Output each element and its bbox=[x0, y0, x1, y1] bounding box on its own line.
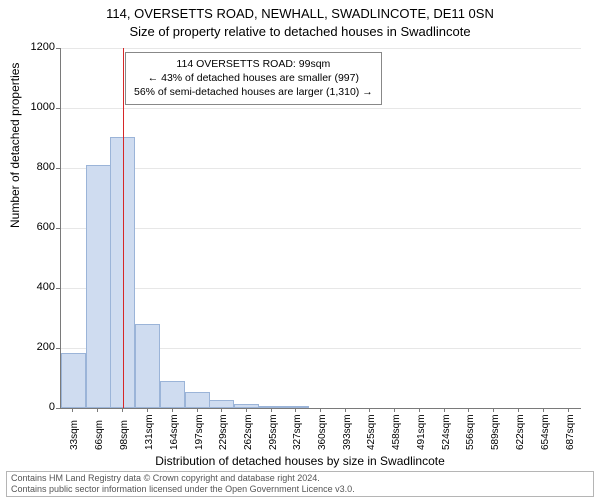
x-tick-mark bbox=[246, 408, 247, 412]
annotation-callout: 114 OVERSETTS ROAD: 99sqm ← 43% of detac… bbox=[125, 52, 382, 105]
x-tick-label: 295sqm bbox=[268, 414, 279, 450]
y-tick-mark bbox=[56, 108, 60, 109]
x-tick-label: 327sqm bbox=[292, 414, 303, 450]
x-tick-mark bbox=[345, 408, 346, 412]
x-tick-mark bbox=[221, 408, 222, 412]
x-tick-label: 622sqm bbox=[515, 414, 526, 450]
x-tick-mark bbox=[419, 408, 420, 412]
y-tick-mark bbox=[56, 48, 60, 49]
y-tick-mark bbox=[56, 228, 60, 229]
y-axis-label: Number of detached properties bbox=[8, 63, 22, 228]
x-tick-label: 360sqm bbox=[317, 414, 328, 450]
x-tick-mark bbox=[172, 408, 173, 412]
gridline bbox=[61, 108, 581, 109]
x-tick-mark bbox=[320, 408, 321, 412]
x-tick-label: 556sqm bbox=[465, 414, 476, 450]
y-tick-label: 0 bbox=[15, 401, 55, 413]
x-tick-mark bbox=[97, 408, 98, 412]
x-tick-mark bbox=[518, 408, 519, 412]
annotation-line-3: 56% of semi-detached houses are larger (… bbox=[134, 85, 373, 99]
x-tick-mark bbox=[295, 408, 296, 412]
y-tick-mark bbox=[56, 288, 60, 289]
y-tick-label: 1200 bbox=[15, 41, 55, 53]
histogram-bar bbox=[61, 353, 86, 409]
x-tick-mark bbox=[394, 408, 395, 412]
x-tick-mark bbox=[444, 408, 445, 412]
histogram-bar bbox=[284, 406, 309, 408]
histogram-bar bbox=[160, 381, 185, 408]
x-tick-label: 589sqm bbox=[490, 414, 501, 450]
histogram-bar bbox=[185, 392, 210, 409]
x-tick-label: 197sqm bbox=[194, 414, 205, 450]
x-tick-mark bbox=[72, 408, 73, 412]
x-tick-mark bbox=[197, 408, 198, 412]
x-tick-label: 262sqm bbox=[243, 414, 254, 450]
x-axis-label: Distribution of detached houses by size … bbox=[0, 454, 600, 468]
x-tick-label: 393sqm bbox=[342, 414, 353, 450]
y-tick-label: 200 bbox=[15, 341, 55, 353]
x-tick-label: 33sqm bbox=[69, 420, 80, 450]
x-tick-mark bbox=[369, 408, 370, 412]
x-tick-label: 524sqm bbox=[441, 414, 452, 450]
y-tick-mark bbox=[56, 168, 60, 169]
footer-line-2: Contains public sector information licen… bbox=[11, 484, 589, 495]
histogram-bar bbox=[86, 165, 111, 408]
x-tick-mark bbox=[468, 408, 469, 412]
chart-container: 114, OVERSETTS ROAD, NEWHALL, SWADLINCOT… bbox=[0, 0, 600, 500]
histogram-bar bbox=[209, 400, 234, 408]
y-tick-label: 800 bbox=[15, 161, 55, 173]
gridline bbox=[61, 48, 581, 49]
y-tick-label: 400 bbox=[15, 281, 55, 293]
x-tick-label: 425sqm bbox=[366, 414, 377, 450]
x-tick-label: 66sqm bbox=[94, 420, 105, 450]
x-tick-mark bbox=[147, 408, 148, 412]
x-tick-label: 654sqm bbox=[540, 414, 551, 450]
x-tick-mark bbox=[493, 408, 494, 412]
x-tick-label: 229sqm bbox=[218, 414, 229, 450]
chart-title-address: 114, OVERSETTS ROAD, NEWHALL, SWADLINCOT… bbox=[0, 6, 600, 21]
x-tick-mark bbox=[271, 408, 272, 412]
y-tick-label: 1000 bbox=[15, 101, 55, 113]
x-tick-label: 98sqm bbox=[119, 420, 130, 450]
x-tick-label: 131sqm bbox=[144, 414, 155, 450]
y-tick-label: 600 bbox=[15, 221, 55, 233]
y-tick-mark bbox=[56, 408, 60, 409]
x-tick-label: 458sqm bbox=[391, 414, 402, 450]
annotation-line-1: 114 OVERSETTS ROAD: 99sqm bbox=[134, 57, 373, 71]
footer-attribution: Contains HM Land Registry data © Crown c… bbox=[6, 471, 594, 498]
footer-line-1: Contains HM Land Registry data © Crown c… bbox=[11, 473, 589, 484]
annotation-line-2: ← 43% of detached houses are smaller (99… bbox=[134, 71, 373, 85]
histogram-bar bbox=[135, 324, 160, 408]
histogram-bar bbox=[234, 404, 259, 409]
gridline bbox=[61, 288, 581, 289]
x-tick-label: 687sqm bbox=[565, 414, 576, 450]
x-tick-mark bbox=[122, 408, 123, 412]
x-tick-mark bbox=[568, 408, 569, 412]
x-tick-label: 164sqm bbox=[169, 414, 180, 450]
chart-title-subtitle: Size of property relative to detached ho… bbox=[0, 24, 600, 39]
y-tick-mark bbox=[56, 348, 60, 349]
x-tick-mark bbox=[543, 408, 544, 412]
gridline bbox=[61, 168, 581, 169]
gridline bbox=[61, 228, 581, 229]
x-tick-label: 491sqm bbox=[416, 414, 427, 450]
